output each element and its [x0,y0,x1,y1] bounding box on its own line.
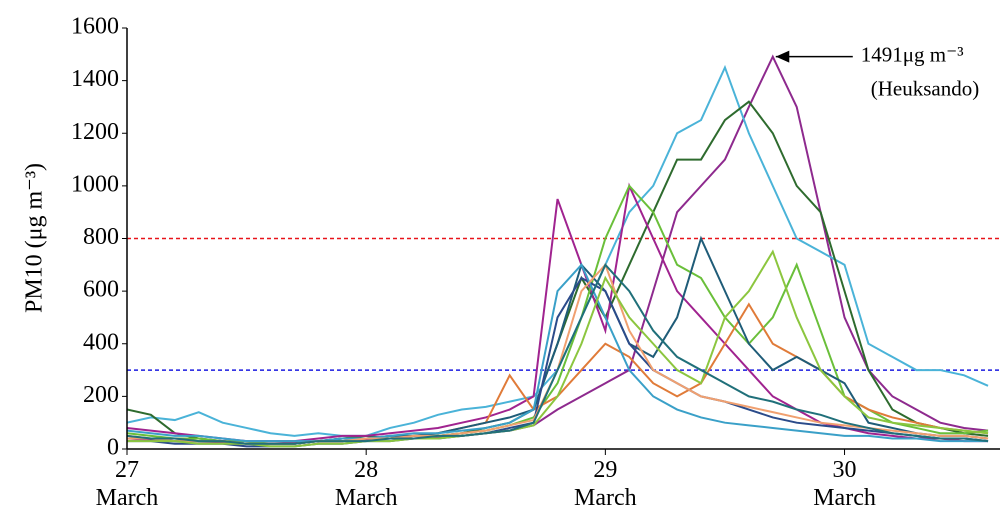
x-tick-label-line: March [574,485,637,511]
series-line [126,263,989,445]
y-tick-label: 1200 [71,119,119,145]
x-tick-label: 27 March [96,457,159,511]
y-tick-label: 800 [83,224,119,250]
y-tick-label: 400 [83,329,119,355]
series-line [126,100,989,445]
series-line [126,54,989,445]
x-tick-label-line: 29 [593,457,617,483]
x-tick-label-line: 28 [354,457,378,483]
x-tick-label: 29 March [574,457,637,511]
annotation: 1491μg m⁻³ [861,42,964,66]
series-line [127,249,989,448]
series-line [127,276,989,448]
x-tick-label-line: 27 [115,457,139,483]
y-tick-label: 0 [107,435,119,461]
x-tick-label-line: March [813,485,876,511]
series-line [126,302,989,445]
y-tick-label: 1000 [71,171,119,197]
x-tick-label-line: March [335,485,398,511]
y-axis-label: PM10 (μg m⁻³) [22,163,48,313]
y-tick-label: 200 [83,382,119,408]
y-tick-label: 1600 [71,14,119,40]
x-tick-label: 30 March [813,457,876,511]
y-tick-label: 1400 [71,66,119,92]
y-tick-label: 600 [83,277,119,303]
x-tick-label-line: 30 [833,457,857,483]
series-line [126,263,989,443]
x-tick-label: 28 March [335,457,398,511]
x-tick-label-line: March [96,485,159,511]
annotation-sub: (Heuksando) [871,76,979,100]
